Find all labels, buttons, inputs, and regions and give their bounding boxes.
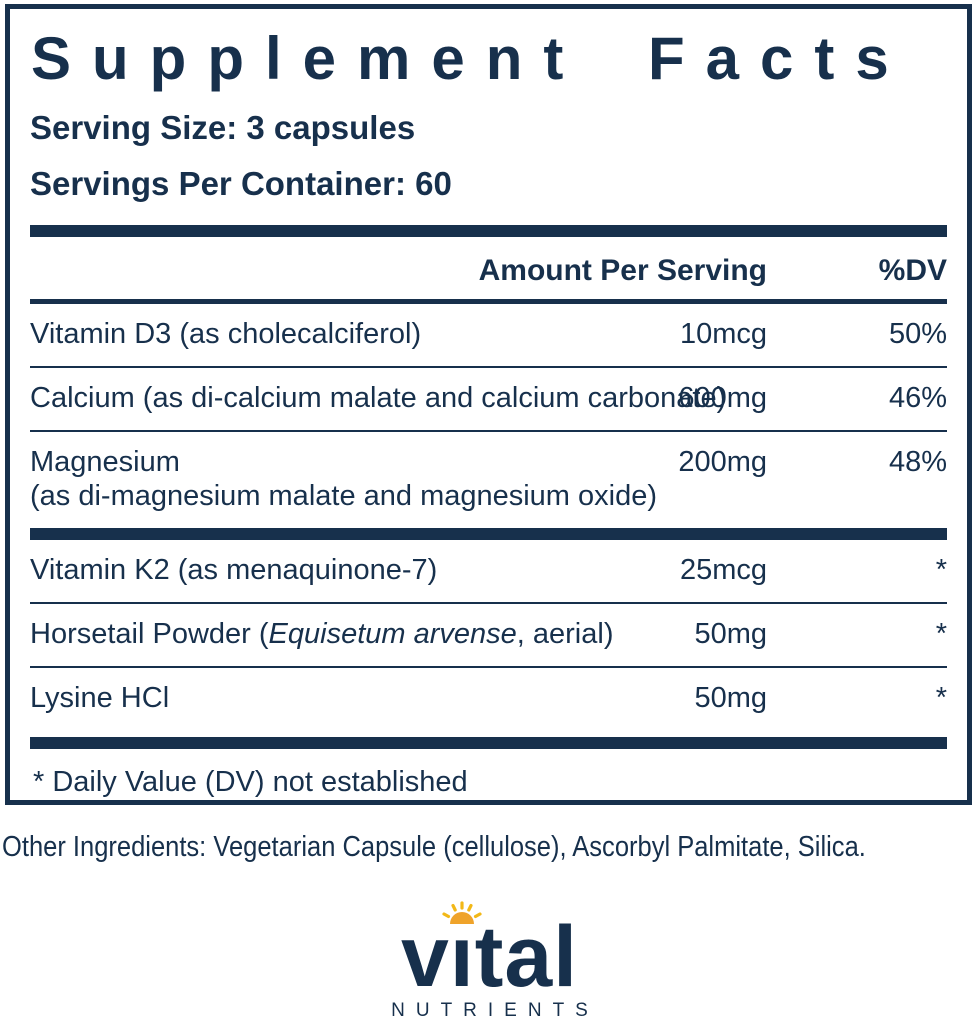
ingredient-row-calcium: Calcium (as di-calcium malate and calciu… [30,368,947,430]
column-header-row: Amount Per Serving %DV [30,237,947,299]
logo-wordmark: v ı tal [400,901,579,1005]
ingredient-dv: * [935,618,947,650]
ingredient-amount: 10mcg [679,318,767,350]
serving-size-line: Serving Size: 3 capsules [30,109,416,146]
ingredient-dv: * [935,682,947,714]
ingredient-name-suffix: , aerial) [516,618,614,650]
ingredient-name-prefix: Horsetail Powder ( [30,618,269,650]
thick-divider-bar [30,737,947,749]
ingredient-row-magnesium: Magnesium (as di-magnesium malate and ma… [30,432,947,528]
logo-letter-i: ı [449,909,475,1005]
ingredient-name: Lysine HCl [30,682,170,714]
ingredient-dv: 48% [888,446,947,478]
other-ingredients-text: Other Ingredients: Vegetarian Capsule (c… [2,831,866,863]
ingredient-amount: 25mcg [679,554,767,586]
header-divider [30,299,947,304]
row-divider [30,430,947,432]
brand-logo: v ı tal NUTRIENTS [0,901,979,1022]
thick-divider-bar [30,528,947,540]
percent-dv-header: %DV [878,254,947,287]
daily-value-footnote: * Daily Value (DV) not established [33,766,468,798]
ingredient-name: Vitamin D3 (as cholecalciferol) [30,318,422,350]
row-divider [30,666,947,668]
ingredient-latin-name: Equisetum arvense [268,618,517,650]
ingredient-amount: 50mg [694,618,767,650]
ingredient-row-vitamin-k2: Vitamin K2 (as menaquinone-7) 25mcg * [30,540,947,602]
ingredient-dv: 50% [888,318,947,350]
ingredient-name-line2: (as di-magnesium malate and magnesium ox… [30,480,658,512]
logo-subtext: NUTRIENTS [391,1000,599,1022]
logo-letter-v: v [400,909,450,1005]
ingredient-name-line1: Magnesium [30,446,180,478]
ingredient-name: Vitamin K2 (as menaquinone-7) [30,554,438,586]
supplement-facts-panel: Supplement Facts Serving Size: 3 capsule… [5,4,972,805]
panel-title: Supplement Facts [31,25,910,92]
ingredient-amount: 200mg [678,446,767,478]
ingredient-row-lysine: Lysine HCl 50mg * [30,668,947,730]
ingredient-amount: 600mg [678,382,767,414]
ingredient-name: Calcium (as di-calcium malate and calciu… [30,382,727,414]
amount-per-serving-header: Amount Per Serving [478,254,767,287]
ingredient-dv: * [935,554,947,586]
ingredient-name: Horsetail Powder (Equisetum arvense, aer… [30,617,655,651]
sun-icon [442,901,482,924]
row-divider [30,602,947,604]
ingredient-row-vitamin-d3: Vitamin D3 (as cholecalciferol) 10mcg 50… [30,304,947,366]
servings-per-container-line: Servings Per Container: 60 [30,165,452,202]
ingredient-dv: 46% [888,382,947,414]
ingredient-amount: 50mg [694,682,767,714]
thick-divider-bar [30,225,947,237]
logo-letter-i-wrap: ı [442,901,482,1000]
ingredient-row-horsetail: Horsetail Powder (Equisetum arvense, aer… [30,604,947,666]
logo-letters-tal: tal [474,909,579,1005]
ingredient-name: Magnesium (as di-magnesium malate and ma… [30,445,658,513]
row-divider [30,366,947,368]
